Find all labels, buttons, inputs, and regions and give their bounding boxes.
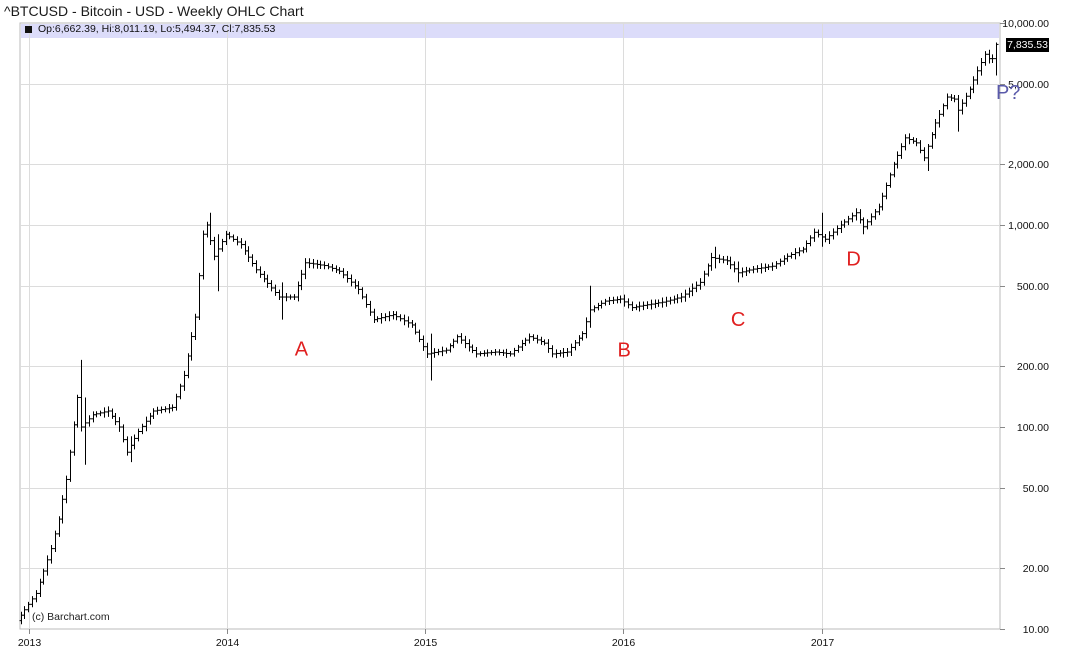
x-tick-label: 2015	[414, 637, 438, 649]
y-tick-label: 50.00	[1023, 483, 1049, 495]
last-price-tag: 7,835.53	[1006, 38, 1049, 52]
plot-area	[19, 22, 1001, 630]
y-tick-label: 2,000.00	[1008, 159, 1049, 171]
copyright-label: (c) Barchart.com	[32, 611, 110, 623]
annotation-label: B	[617, 339, 630, 361]
annotation-label: P?	[996, 82, 1020, 104]
x-tick-label: 2014	[216, 637, 240, 649]
legend-square-icon	[25, 25, 32, 33]
y-tick-label: 100.00	[1017, 422, 1049, 434]
annotation-label: D	[846, 249, 860, 271]
x-tick-label: 2013	[18, 637, 42, 649]
x-tick-label: 2016	[612, 637, 636, 649]
y-tick-label: 500.00	[1017, 281, 1049, 293]
y-tick-label: 1,000.00	[1008, 220, 1049, 232]
y-tick-label: 200.00	[1017, 361, 1049, 373]
ohlc-readout-text: Op:6,662.39, Hi:8,011.19, Lo:5,494.37, C…	[38, 23, 276, 35]
y-tick-label: 20.00	[1023, 563, 1049, 575]
ohlc-readout: Op:6,662.39, Hi:8,011.19, Lo:5,494.37, C…	[22, 23, 275, 35]
y-tick-label: 10.00	[1023, 624, 1049, 636]
annotation-label: A	[295, 338, 309, 360]
y-tick-label: 10,000.00	[1002, 18, 1049, 30]
x-tick-label: 2017	[811, 637, 835, 649]
annotation-label: C	[731, 309, 745, 331]
header-band	[21, 24, 999, 38]
chart-title: ^BTCUSD - Bitcoin - USD - Weekly OHLC Ch…	[4, 3, 304, 19]
y-tick-label: 5,000.00	[1008, 79, 1049, 91]
